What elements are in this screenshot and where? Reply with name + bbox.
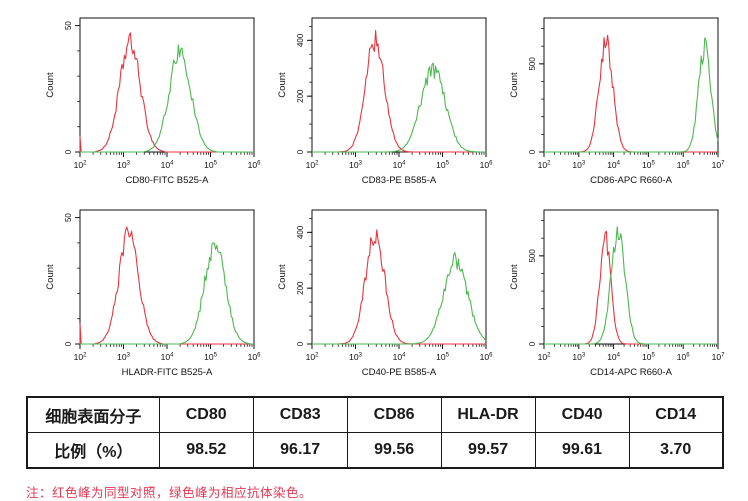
curve-isotype-control	[544, 34, 718, 153]
svg-text:105: 105	[436, 352, 449, 362]
table-col-cd86: CD86	[346, 396, 442, 433]
svg-text:Count: Count	[45, 72, 56, 98]
value-cd40: 99.61	[534, 432, 630, 469]
curve-antibody-stain	[80, 242, 254, 345]
table-header-row: 细胞表面分子 CD80 CD83 CD86 HLA-DR CD40 CD14	[26, 396, 724, 433]
curve-antibody-stain	[80, 44, 254, 153]
svg-text:0: 0	[64, 149, 73, 154]
svg-text:103: 103	[572, 352, 585, 362]
svg-text:0: 0	[64, 341, 73, 346]
results-table: 细胞表面分子 CD80 CD83 CD86 HLA-DR CD40 CD14 比…	[26, 396, 724, 469]
histogram-grid: 102 103 104 105 106 0 50 Count CD80-FITC B525-A …	[36, 10, 732, 388]
table-col-hladr: HLA-DR	[440, 396, 536, 433]
svg-text:500: 500	[528, 249, 537, 263]
table-corner-label: 细胞表面分子	[26, 396, 160, 433]
svg-text:103: 103	[572, 160, 585, 170]
svg-text:CD83-PE B585-A: CD83-PE B585-A	[362, 175, 437, 186]
svg-text:102: 102	[74, 352, 87, 362]
value-cd86: 99.56	[346, 432, 442, 469]
svg-text:106: 106	[480, 160, 493, 170]
svg-text:104: 104	[393, 352, 406, 362]
svg-text:104: 104	[607, 352, 620, 362]
svg-text:HLADR-FITC B525-A: HLADR-FITC B525-A	[122, 367, 213, 378]
svg-text:Count: Count	[509, 264, 520, 290]
svg-text:106: 106	[480, 352, 493, 362]
table-col-cd83: CD83	[252, 396, 348, 433]
svg-text:105: 105	[436, 160, 449, 170]
svg-text:107: 107	[712, 352, 725, 362]
histogram-cd14: 102 103 104 105 106 107 0 500 Count CD14-APC R660…	[500, 202, 732, 388]
curve-antibody-stain	[544, 226, 718, 345]
svg-text:102: 102	[538, 352, 551, 362]
curve-isotype-control	[79, 226, 254, 345]
svg-text:CD86-APC R660-A: CD86-APC R660-A	[590, 175, 672, 186]
svg-text:0: 0	[296, 341, 305, 346]
svg-text:102: 102	[538, 160, 551, 170]
value-cd83: 96.17	[252, 432, 348, 469]
value-cd80: 98.52	[158, 432, 254, 469]
svg-text:500: 500	[528, 57, 537, 71]
svg-text:104: 104	[161, 160, 174, 170]
table-col-cd14: CD14	[628, 396, 724, 433]
svg-text:102: 102	[306, 352, 319, 362]
svg-text:103: 103	[349, 160, 362, 170]
table-row-label: 比例（%）	[26, 432, 160, 469]
svg-text:Count: Count	[509, 72, 520, 98]
histogram-cd86: 102 103 104 105 106 107 0 500 Count CD86-APC R660…	[500, 10, 732, 196]
svg-text:103: 103	[117, 352, 130, 362]
svg-text:0: 0	[528, 341, 537, 346]
svg-text:Count: Count	[277, 264, 288, 290]
svg-text:104: 104	[393, 160, 406, 170]
svg-text:103: 103	[349, 352, 362, 362]
curve-isotype-control	[544, 230, 718, 345]
svg-text:Count: Count	[277, 72, 288, 98]
value-hladr: 99.57	[440, 432, 536, 469]
table-values-row: 比例（%） 98.52 96.17 99.56 99.57 99.61 3.70	[26, 432, 724, 469]
svg-text:400: 400	[296, 33, 305, 47]
svg-text:0: 0	[296, 149, 305, 154]
svg-text:104: 104	[607, 160, 620, 170]
svg-text:102: 102	[74, 160, 87, 170]
svg-text:104: 104	[161, 352, 174, 362]
svg-text:CD80-FITC B525-A: CD80-FITC B525-A	[126, 175, 210, 186]
histogram-hladr: 102 103 104 105 106 0 50 Count HLADR-FITC B525-A	[36, 202, 268, 388]
svg-text:103: 103	[117, 160, 130, 170]
curve-antibody-stain	[312, 62, 486, 153]
svg-text:200: 200	[296, 281, 305, 295]
value-cd14: 3.70	[628, 432, 724, 469]
svg-text:50: 50	[64, 21, 73, 30]
svg-text:102: 102	[306, 160, 319, 170]
svg-text:400: 400	[296, 225, 305, 239]
svg-text:105: 105	[204, 352, 217, 362]
svg-text:0: 0	[528, 149, 537, 154]
curve-antibody-stain	[312, 251, 487, 345]
histogram-cd40: 102 103 104 105 106 0 200 400 Count CD40-PE B585-…	[268, 202, 500, 388]
svg-text:105: 105	[204, 160, 217, 170]
svg-text:107: 107	[712, 160, 725, 170]
svg-text:106: 106	[248, 160, 261, 170]
svg-text:200: 200	[296, 89, 305, 103]
svg-text:50: 50	[64, 213, 73, 222]
table-col-cd80: CD80	[158, 396, 254, 433]
svg-text:106: 106	[248, 352, 261, 362]
svg-text:105: 105	[642, 160, 655, 170]
curve-isotype-control	[312, 229, 486, 345]
histogram-cd80: 102 103 104 105 106 0 50 Count CD80-FITC B525-A	[36, 10, 268, 196]
svg-text:Count: Count	[45, 264, 56, 290]
svg-text:105: 105	[642, 352, 655, 362]
svg-text:CD40-PE B585-A: CD40-PE B585-A	[362, 367, 437, 378]
table-col-cd40: CD40	[534, 396, 630, 433]
curve-isotype-control	[312, 29, 486, 153]
svg-text:106: 106	[677, 352, 690, 362]
svg-text:106: 106	[677, 160, 690, 170]
curve-isotype-control	[79, 32, 254, 153]
histogram-cd83: 102 103 104 105 106 0 200 400 Count CD83-PE B585-…	[268, 10, 500, 196]
svg-text:CD14-APC R660-A: CD14-APC R660-A	[590, 367, 672, 378]
curve-antibody-stain	[544, 37, 719, 153]
